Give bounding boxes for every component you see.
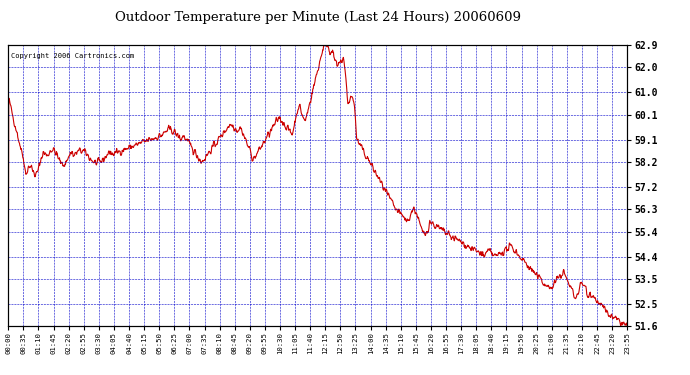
Text: Outdoor Temperature per Minute (Last 24 Hours) 20060609: Outdoor Temperature per Minute (Last 24 … [115, 11, 521, 24]
Text: Copyright 2006 Cartronics.com: Copyright 2006 Cartronics.com [11, 54, 135, 59]
